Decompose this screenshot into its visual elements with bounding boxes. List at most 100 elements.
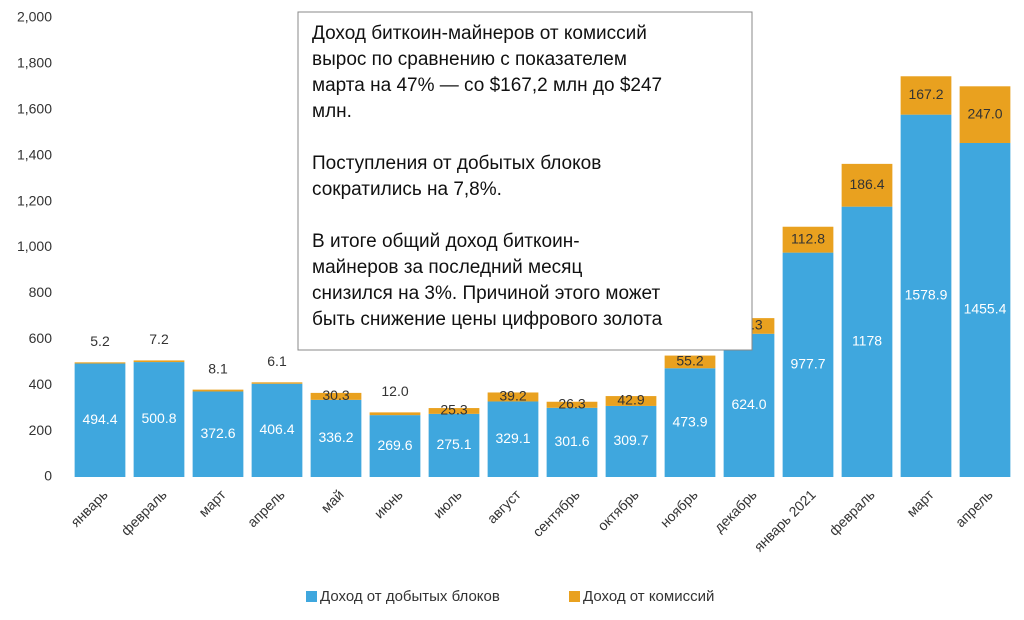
value-label: 26.3 <box>558 395 585 411</box>
bar-segment <box>428 408 480 414</box>
value-label: 112.8 <box>791 230 825 246</box>
value-label: 473.9 <box>672 413 707 429</box>
bar-segment <box>900 114 952 477</box>
annotation-line: млн. <box>312 101 352 122</box>
bar-segment <box>428 413 480 477</box>
x-tick-label: май <box>318 486 347 515</box>
value-label: 167.2 <box>908 86 943 102</box>
bar-segment <box>900 76 952 115</box>
bar-segment <box>192 391 244 477</box>
x-tick-label: март <box>195 486 229 520</box>
x-tick-label: февраль <box>826 486 878 538</box>
bar-segment <box>546 401 598 408</box>
y-tick-label: 1,200 <box>17 192 52 208</box>
x-tick-label: октябрь <box>594 486 641 533</box>
bar-segment <box>369 415 421 477</box>
y-tick-label: 200 <box>29 422 53 438</box>
bar-segment <box>959 142 1011 477</box>
bar-segment <box>605 405 657 477</box>
annotation-line: снизился на 3%. Причиной этого может <box>312 283 660 304</box>
annotation-line: быть снижение цены цифрового золота <box>312 309 663 330</box>
legend-swatch <box>306 591 317 602</box>
annotation-line: сократились на 7,8%. <box>312 179 502 200</box>
value-label: 7.2 <box>149 331 169 347</box>
x-tick-label: апрель <box>244 486 288 530</box>
value-label: 186.4 <box>849 176 884 192</box>
value-label: 55.2 <box>676 353 703 369</box>
y-tick-label: 600 <box>29 330 53 346</box>
value-label: 406.4 <box>259 421 294 437</box>
value-label: 247.0 <box>967 105 1002 121</box>
value-label: 1178 <box>852 333 882 349</box>
value-label: 30.3 <box>322 387 349 403</box>
bar-segment <box>251 383 303 477</box>
value-label: 1455.4 <box>964 301 1007 317</box>
value-label: 12.0 <box>381 383 408 399</box>
value-label: 42.9 <box>617 392 644 408</box>
x-tick-label: июль <box>430 486 465 521</box>
value-label: 6.1 <box>267 353 287 369</box>
annotation-box <box>297 11 753 351</box>
value-label: 269.6 <box>377 437 412 453</box>
value-label: 8.1 <box>208 360 228 376</box>
bar-segment <box>369 412 421 416</box>
bar-segment <box>723 333 775 477</box>
bar-segment <box>310 392 362 400</box>
bar-segment <box>192 389 244 392</box>
value-label: 39.2 <box>499 388 526 404</box>
bar-segment <box>782 226 834 253</box>
value-label: 336.2 <box>318 429 353 445</box>
y-tick-label: 1,600 <box>17 101 52 117</box>
x-tick-label: июнь <box>371 486 406 521</box>
y-tick-label: 2,000 <box>17 9 52 25</box>
x-tick-label: сентябрь <box>529 486 582 539</box>
bar-segment <box>310 399 362 477</box>
annotation-line: марта на 47% — со $167,2 млн до $247 <box>312 75 662 96</box>
value-label: 1578.9 <box>905 287 948 303</box>
value-label: 977.7 <box>790 356 825 372</box>
bar-segment <box>74 362 126 364</box>
y-tick-label: 400 <box>29 376 53 392</box>
bar-segment <box>133 362 185 477</box>
value-label: 500.8 <box>141 410 176 426</box>
bar-segment <box>605 396 657 406</box>
value-label: 624.0 <box>731 396 766 412</box>
value-label: 301.6 <box>554 433 589 449</box>
bar-segment <box>841 163 893 207</box>
value-label: 309.7 <box>613 432 648 448</box>
annotation-line: Поступления от добытых блоков <box>312 153 601 174</box>
value-label: 5.2 <box>90 333 110 349</box>
bar-segment <box>664 355 716 369</box>
y-tick-label: 1,800 <box>17 55 52 71</box>
bar-segment <box>133 360 185 363</box>
x-tick-label: январь <box>67 486 110 529</box>
annotation-line: вырос по сравнению с показателем <box>312 49 627 70</box>
bar-segment <box>74 363 126 477</box>
bar-segment <box>546 407 598 477</box>
x-tick-label: апрель <box>952 486 996 530</box>
value-label: 329.1 <box>495 430 530 446</box>
value-label: 275.1 <box>436 436 471 452</box>
annotation-line: В итоге общий доход биткоин- <box>312 231 580 252</box>
bar-segment <box>487 392 539 402</box>
legend-label: Доход от комиссий <box>583 588 714 605</box>
x-tick-label: март <box>903 486 937 520</box>
legend-swatch <box>569 591 580 602</box>
annotation: Доход биткоин-майнеров от комиссий вырос … <box>297 11 753 351</box>
y-tick-label: 1,400 <box>17 146 52 162</box>
x-tick-label: декабрь <box>711 486 760 535</box>
bar-segment <box>841 206 893 478</box>
bar-segment <box>959 86 1011 143</box>
value-label: 25.3 <box>440 402 467 418</box>
x-tick-label: январь 2021 <box>751 486 819 554</box>
x-tick-label: август <box>484 486 524 526</box>
legend-label: Доход от добытых блоков <box>320 588 500 605</box>
x-tick-label: ноябрь <box>657 486 701 530</box>
y-tick-label: 1,000 <box>17 238 52 254</box>
bar-segment <box>782 252 834 477</box>
x-tick-label: февраль <box>118 486 170 538</box>
bar-segment <box>251 382 303 384</box>
y-tick-label: 0 <box>44 468 52 484</box>
